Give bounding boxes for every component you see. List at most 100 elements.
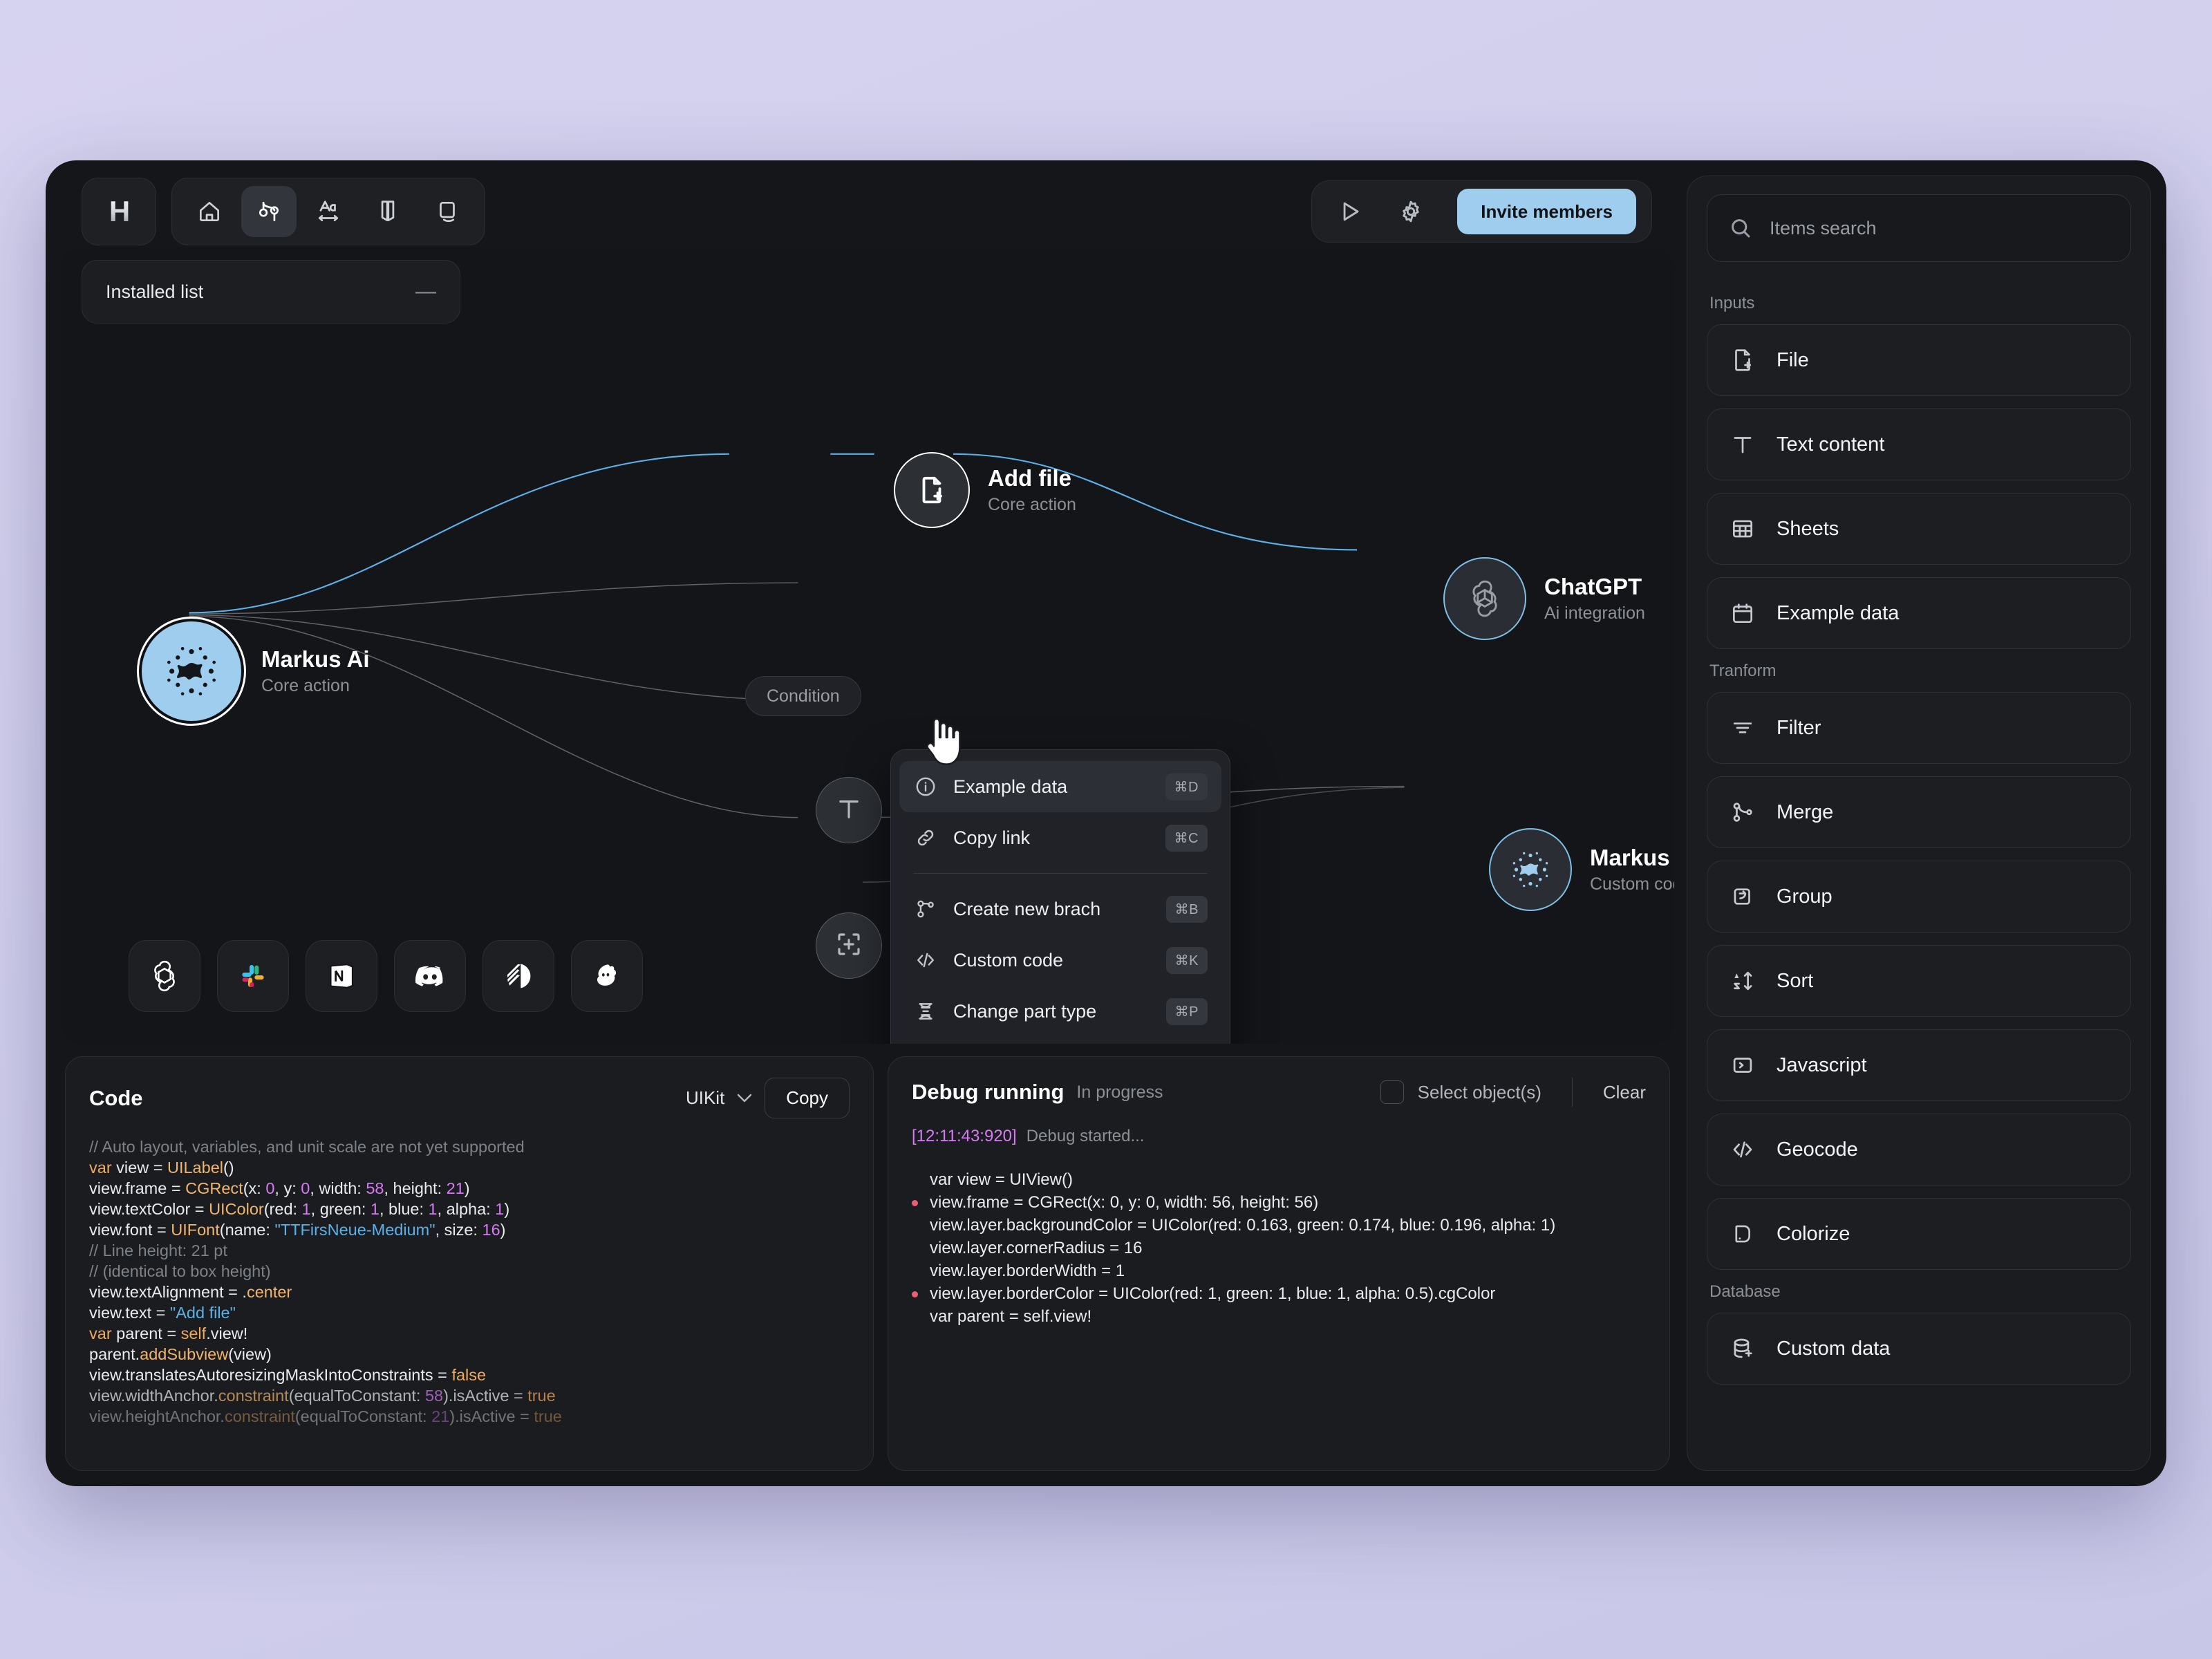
menu-item-custom-code[interactable]: Custom code ⌘K [899, 935, 1221, 986]
sidebar-item-custom-data[interactable]: Custom data [1707, 1313, 2131, 1385]
header-actions: Invite members [1311, 180, 1652, 243]
sidebar-item-label: Merge [1777, 800, 1834, 823]
sidebar-item-label: File [1777, 348, 1809, 371]
code-icon [1728, 1135, 1757, 1164]
file-plus-icon [894, 452, 970, 528]
sidebar-item-colorize[interactable]: Colorize [1707, 1198, 2131, 1270]
flow-canvas[interactable]: Markus Ai Core action Condition Add file… [61, 247, 1674, 1044]
sidebar-item-geocode[interactable]: Geocode [1707, 1114, 2131, 1185]
node-markus-ai[interactable]: Markus Ai Core action [137, 617, 370, 726]
gear-icon[interactable] [1396, 197, 1425, 226]
code-content: // Auto layout, variables, and unit scal… [89, 1136, 850, 1427]
hourglass-icon [913, 999, 938, 1024]
typography-tab[interactable] [301, 186, 356, 237]
code-line: view.heightAnchor.constraint(equalToCons… [89, 1407, 562, 1425]
stub-node-add[interactable] [816, 912, 882, 979]
debug-content: [12:11:43:920] Debug started... var view … [912, 1125, 1646, 1328]
app-window: H [46, 160, 2166, 1486]
book-tab[interactable] [360, 186, 415, 237]
database-plus-icon [1728, 1334, 1757, 1363]
sidebar-item-filter[interactable]: Filter [1707, 692, 2131, 764]
info-circle-icon [913, 774, 938, 799]
menu-item-create-new-brach[interactable]: Create new brach ⌘B [899, 883, 1221, 935]
top-bar: H [61, 176, 1674, 247]
chevron-down-icon [738, 1094, 752, 1103]
sidebar-item-sheets[interactable]: Sheets [1707, 493, 2131, 565]
stub-node-text[interactable] [816, 777, 882, 843]
calendar-icon [1728, 599, 1757, 628]
sidebar-group-title: Database [1709, 1282, 1781, 1301]
copy-button[interactable]: Copy [765, 1078, 850, 1118]
menu-item-copy-link[interactable]: Copy link ⌘C [899, 812, 1221, 863]
sidebar-item-text-content[interactable]: Text content [1707, 409, 2131, 480]
language-value: UIKit [685, 1087, 725, 1108]
node-subtitle: Core action [988, 494, 1076, 514]
slack-app-icon[interactable] [217, 940, 289, 1012]
debug-marker-dot [912, 1200, 918, 1206]
debug-line: var parent = self.view! [930, 1307, 1092, 1326]
language-select[interactable]: UIKit [686, 1087, 752, 1109]
menu-divider [913, 873, 1208, 874]
file-plus-icon [1728, 346, 1757, 375]
code-panel-header: Code UIKit Copy [89, 1078, 850, 1118]
play-icon[interactable] [1335, 197, 1365, 226]
node-markus-request[interactable]: Markus reque Custom code [1489, 828, 1674, 911]
code-line: // Auto layout, variables, and unit scal… [89, 1138, 525, 1156]
node-chatgpt[interactable]: ChatGPT Ai integration [1443, 557, 1645, 640]
debug-start-line: [12:11:43:920] Debug started... [912, 1125, 1646, 1147]
app-dock [129, 940, 643, 1012]
sidebar-item-javascript[interactable]: Javascript [1707, 1029, 2131, 1101]
menu-item-example-data[interactable]: Example data ⌘D [899, 761, 1221, 812]
notion-app-icon[interactable] [306, 940, 377, 1012]
home-tab[interactable] [182, 186, 237, 237]
sidebar-item-sort[interactable]: Sort [1707, 945, 2131, 1017]
flow-tab[interactable] [241, 186, 297, 237]
node-add-file[interactable]: Add file Core action [894, 452, 1076, 528]
code-panel: Code UIKit Copy // Auto layout, variable… [65, 1056, 874, 1471]
menu-item-change-part-type[interactable]: Change part type ⌘P [899, 986, 1221, 1037]
node-title: Markus reque [1590, 845, 1674, 871]
condition-chip[interactable]: Condition [745, 676, 861, 716]
mailchimp-app-icon[interactable] [571, 940, 643, 1012]
app-logo[interactable]: H [82, 178, 156, 245]
debug-started-text: Debug started... [1026, 1127, 1145, 1145]
code-line: view.widthAnchor.constraint(equalToConst… [89, 1387, 556, 1405]
header-right: Invite members [1311, 180, 1652, 243]
invite-members-button[interactable]: Invite members [1457, 189, 1636, 234]
sidebar-item-label: Colorize [1777, 1222, 1850, 1245]
menu-item-shortcut: ⌘C [1165, 824, 1208, 852]
menu-item-shortcut: ⌘P [1165, 997, 1208, 1025]
pages-tab[interactable] [420, 186, 475, 237]
sidebar-item-label: Text content [1777, 433, 1885, 456]
sidebar-item-file[interactable]: File [1707, 324, 2131, 396]
clear-button[interactable]: Clear [1602, 1081, 1646, 1103]
search-icon [1732, 219, 1750, 238]
text-t-icon [1728, 430, 1757, 459]
sidebar-item-group[interactable]: Group [1707, 861, 2131, 932]
installed-list-chip[interactable]: Installed list — [82, 260, 460, 324]
markus-burst-icon [1489, 828, 1572, 911]
table-icon [1728, 514, 1757, 543]
node-label-group: ChatGPT Ai integration [1544, 574, 1645, 624]
discord-app-icon[interactable] [394, 940, 466, 1012]
collapse-icon[interactable]: — [415, 280, 436, 303]
sidebar-item-label: Filter [1777, 716, 1821, 739]
menu-item-shortcut: ⌘K [1165, 946, 1208, 974]
menu-item-link-to-capability[interactable]: Link to Capability ⌘L [899, 1037, 1221, 1044]
sidebar-groups: Inputs File Text content Sheets Example data… [1707, 284, 2131, 1397]
node-subtitle: Ai integration [1544, 603, 1645, 623]
linear-app-icon[interactable] [482, 940, 554, 1012]
context-menu[interactable]: Example data ⌘D Copy link ⌘C Creat [890, 749, 1230, 1044]
openai-app-icon[interactable] [129, 940, 200, 1012]
menu-item-shortcut: ⌘D [1165, 773, 1208, 800]
sidebar-group-title: Tranform [1709, 662, 1777, 680]
search-input[interactable]: Items search [1707, 194, 2131, 262]
checkbox-box[interactable] [1380, 1080, 1404, 1104]
debug-line: var view = UIView() [930, 1170, 1073, 1189]
select-objects-checkbox[interactable]: Select object(s) [1380, 1080, 1541, 1104]
node-title: Markus Ai [261, 646, 370, 673]
code-line: var view = UILabel() [89, 1159, 234, 1177]
sidebar-item-example-data[interactable]: Example data [1707, 577, 2131, 649]
code-line: view.font = UIFont(name: "TTFirsNeue-Med… [89, 1221, 506, 1239]
sidebar-item-merge[interactable]: Merge [1707, 776, 2131, 848]
